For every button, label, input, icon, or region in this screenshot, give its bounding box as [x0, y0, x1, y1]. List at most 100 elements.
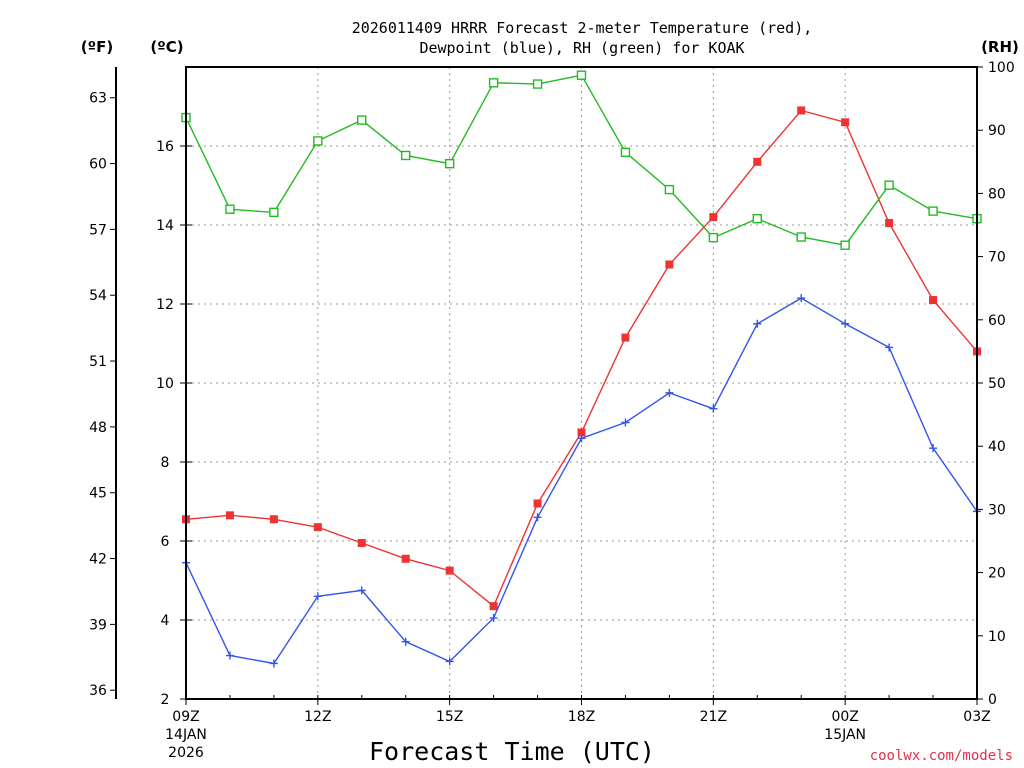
x-tick-label: 21Z: [700, 709, 727, 725]
x-tick-label: 00Z: [831, 709, 858, 725]
rh-point: [269, 207, 279, 218]
rh-point: [488, 78, 499, 88]
chart-title-line-1: 2026011409 HRRR Forecast 2-meter Tempera…: [352, 19, 813, 37]
dewpoint-point: [445, 657, 454, 666]
rh-point: [576, 70, 587, 80]
temperature-point: [533, 499, 542, 508]
dewpoint-point: [269, 659, 278, 668]
credit-link[interactable]: coolwx.com/models: [870, 748, 1013, 764]
rh-tick-label: 60: [988, 313, 1006, 329]
rh-point: [664, 184, 675, 195]
dewpoint-point: [225, 651, 234, 660]
dewpoint-point: [577, 434, 586, 443]
celsius-tick-label: 2: [161, 692, 170, 708]
celsius-tick-label: 4: [161, 613, 170, 629]
rh-tick-label: 40: [988, 439, 1006, 455]
celsius-tick-label: 10: [156, 376, 174, 392]
temperature-point: [225, 511, 234, 520]
temperature-point: [797, 106, 806, 115]
rh-tick-label: 50: [988, 376, 1006, 392]
x-tick-label: 18Z: [568, 709, 595, 725]
fahrenheit-tick-label: 63: [89, 91, 107, 107]
dewpoint-point: [533, 513, 542, 522]
celsius-tick-label: 14: [156, 218, 174, 234]
rh-tick-label: 70: [988, 250, 1006, 266]
rh-point: [532, 79, 543, 89]
dewpoint-point: [621, 418, 630, 427]
fahrenheit-tick-label: 45: [89, 486, 107, 502]
dewpoint-point: [929, 444, 938, 453]
rh-tick-label: 100: [988, 60, 1015, 76]
x-tick-sublabel: 2026: [168, 745, 204, 761]
temperature-point: [885, 219, 894, 228]
temperature-point: [841, 118, 850, 127]
dewpoint-point: [709, 404, 718, 413]
fahrenheit-axis-unit: (ºF): [81, 38, 113, 56]
rh-axis-unit: (RH): [981, 38, 1019, 56]
rh-tick-label: 20: [988, 566, 1006, 582]
rh-tick-label: 90: [988, 123, 1006, 139]
rh-point: [357, 115, 367, 125]
x-tick-sublabel: 14JAN: [165, 727, 207, 743]
dewpoint-point: [313, 592, 322, 601]
rh-point: [796, 232, 806, 242]
temperature-series-line: [185, 109, 978, 608]
temperature-point: [753, 157, 762, 166]
x-tick-sublabel: 15JAN: [824, 727, 866, 743]
temperature-point: [665, 260, 674, 269]
rh-point: [708, 232, 719, 243]
rh-series-line: [185, 74, 978, 246]
dewpoint-point: [753, 319, 762, 328]
temperature-point: [621, 333, 630, 342]
x-tick-label: 09Z: [172, 709, 199, 725]
x-axis-label: Forecast Time (UTC): [369, 737, 655, 766]
temperature-point: [357, 538, 366, 547]
dewpoint-point: [841, 319, 850, 328]
dewpoint-point: [401, 637, 410, 646]
dewpoint-point: [489, 614, 498, 623]
series-group: [181, 70, 982, 668]
rh-point: [840, 240, 850, 250]
temperature-point: [401, 554, 410, 563]
celsius-tick-label: 16: [156, 139, 174, 155]
rh-point: [752, 213, 762, 224]
chart-title-line-2: Dewpoint (blue), RH (green) for KOAK: [419, 39, 744, 57]
celsius-tick-label: 8: [161, 455, 170, 471]
fahrenheit-tick-label: 36: [89, 683, 107, 699]
temperature-point: [489, 602, 498, 611]
x-tick-label: 15Z: [436, 709, 463, 725]
rh-point: [401, 150, 411, 161]
fahrenheit-tick-label: 60: [89, 157, 107, 173]
dewpoint-point: [885, 343, 894, 352]
x-tick-label: 12Z: [304, 709, 331, 725]
dewpoint-point: [665, 388, 674, 397]
temperature-point: [269, 515, 278, 524]
temperature-point: [709, 213, 718, 222]
fahrenheit-tick-label: 51: [89, 354, 107, 370]
temperature-point: [445, 566, 454, 575]
celsius-tick-label: 6: [161, 534, 170, 550]
rh-tick-label: 10: [988, 629, 1006, 645]
fahrenheit-tick-label: 42: [89, 552, 107, 568]
rh-point: [313, 136, 323, 146]
x-tick-label: 03Z: [963, 709, 990, 725]
rh-tick-label: 30: [988, 502, 1006, 518]
rh-point: [884, 180, 894, 190]
rh-point: [620, 147, 631, 158]
temperature-point: [929, 296, 938, 305]
rh-tick-label: 80: [988, 186, 1006, 202]
rh-point: [928, 206, 938, 216]
fahrenheit-tick-label: 57: [89, 222, 107, 238]
temperature-point: [313, 523, 322, 532]
rh-tick-label: 0: [988, 692, 997, 708]
axes: [110, 66, 983, 705]
fahrenheit-tick-label: 48: [89, 420, 107, 436]
rh-point: [444, 158, 455, 169]
celsius-tick-label: 12: [156, 297, 174, 313]
rh-point: [225, 204, 235, 214]
fahrenheit-tick-label: 54: [89, 288, 107, 304]
dewpoint-point: [797, 294, 806, 303]
celsius-axis-unit: (ºC): [150, 38, 183, 56]
temperature-point: [577, 428, 586, 437]
